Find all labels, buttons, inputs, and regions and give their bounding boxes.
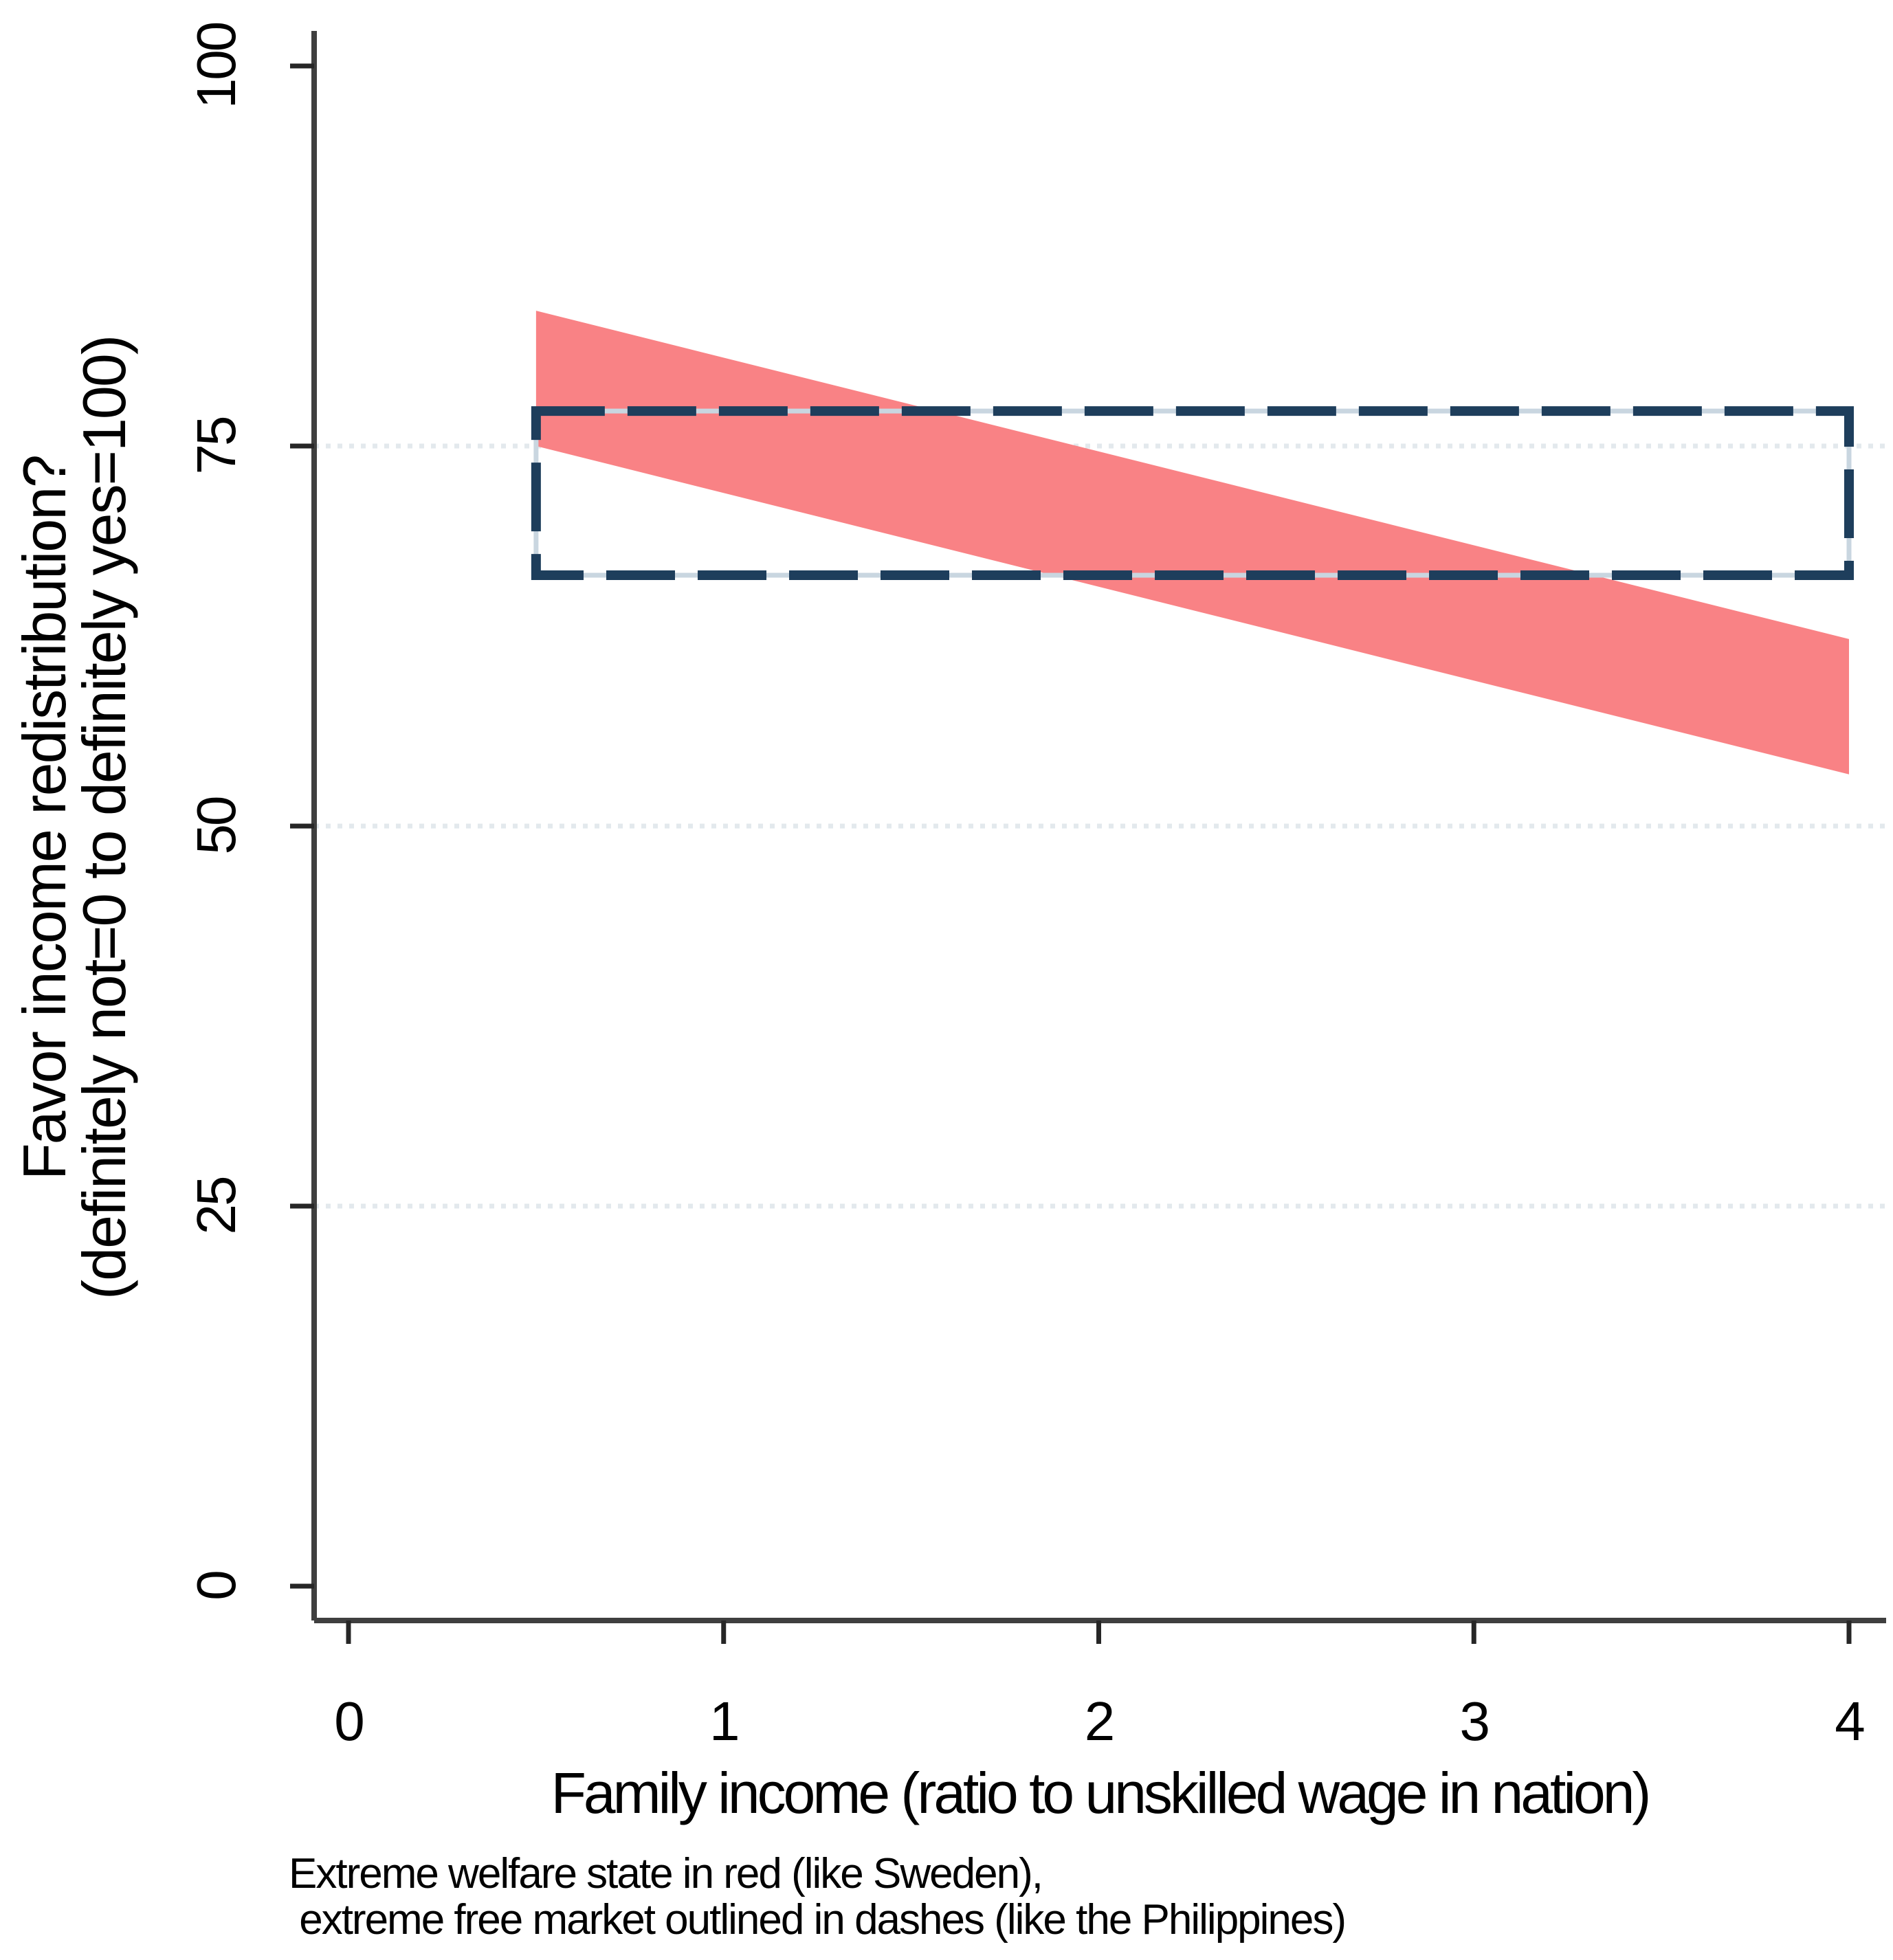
caption-line2: extreme free market outlined in dashes (… <box>289 1896 1345 1944</box>
y-axis-title-line2: (definitely not=0 to definitely yes=100) <box>70 336 138 1300</box>
y-ticks: 0 25 50 75 100 <box>186 23 314 1601</box>
y-tick-label-75: 75 <box>186 417 247 474</box>
y-axis-title-line1: Favor income redistribution? <box>10 456 78 1180</box>
y-tick-label-50: 50 <box>186 797 247 854</box>
x-tick-label-1: 1 <box>709 1691 738 1752</box>
x-tick-label-2: 2 <box>1085 1691 1114 1752</box>
y-tick-label-100: 100 <box>186 23 247 109</box>
x-tick-label-4: 4 <box>1835 1691 1864 1752</box>
y-tick-label-0: 0 <box>186 1572 247 1601</box>
gridlines <box>314 443 1886 1209</box>
caption-line1: Extreme welfare state in red (like Swede… <box>289 1850 1042 1897</box>
x-tick-label-3: 3 <box>1460 1691 1489 1752</box>
y-tick-label-25: 25 <box>186 1177 247 1234</box>
x-axis-title: Family income (ratio to unskilled wage i… <box>551 1761 1649 1825</box>
x-ticks: 0 1 2 3 4 <box>334 1621 1866 1752</box>
free-market-box <box>531 406 1854 581</box>
welfare-state-band <box>535 311 1849 775</box>
x-tick-label-0: 0 <box>334 1691 363 1752</box>
